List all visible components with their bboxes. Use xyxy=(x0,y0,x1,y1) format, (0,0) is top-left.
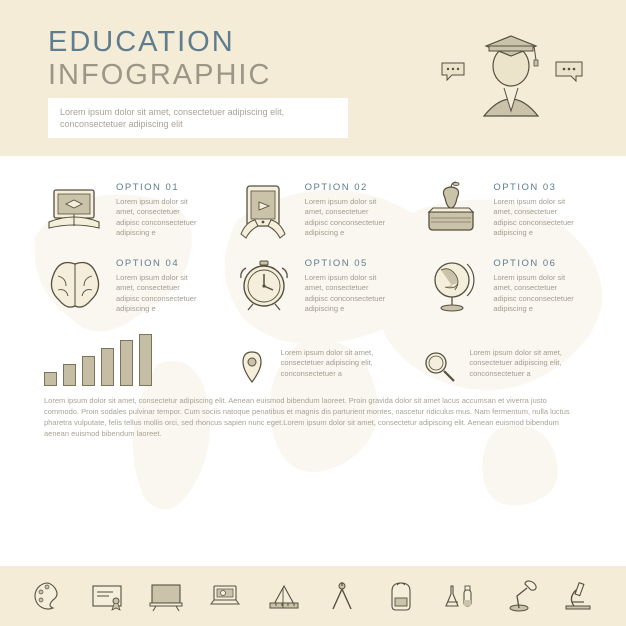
main-area: OPTION 01 Lorem ipsum dolor sit amet, co… xyxy=(0,156,626,506)
ruler-triangle-icon xyxy=(266,578,302,614)
option-06-body: Lorem ipsum dolor sit amet, consectetuer… xyxy=(493,273,582,314)
bar xyxy=(63,364,76,386)
graduate-avatar-block xyxy=(440,26,586,118)
option-04-body: Lorem ipsum dolor sit amet, consectetuer… xyxy=(116,273,205,314)
option-03-label: OPTION 03 xyxy=(493,182,582,193)
pin-icon xyxy=(233,348,271,386)
chalkboard-icon xyxy=(148,578,184,614)
bar-chart xyxy=(44,334,205,386)
subtitle-box: Lorem ipsum dolor sit amet, consectetuer… xyxy=(48,98,348,138)
option-02-body: Lorem ipsum dolor sit amet, consectetuer… xyxy=(305,197,394,238)
certificate-icon xyxy=(89,578,125,614)
option-03: OPTION 03 Lorem ipsum dolor sit amet, co… xyxy=(421,178,582,240)
laptop-icon xyxy=(207,578,243,614)
bar xyxy=(139,334,152,386)
lower-pin-block: Lorem ipsum dolor sit amet, consectetuer… xyxy=(233,348,394,386)
monitor-cap-icon xyxy=(44,178,106,240)
header-band: EDUCATION INFOGRAPHIC Lorem ipsum dolor … xyxy=(0,0,626,156)
book-apple-icon xyxy=(421,178,483,240)
option-03-body: Lorem ipsum dolor sit amet, consectetuer… xyxy=(493,197,582,238)
tablet-touch-icon xyxy=(233,178,295,240)
speech-bubble-left-icon xyxy=(440,60,468,84)
lower-magnifier-block: Lorem ipsum dolor sit amet, consectetuer… xyxy=(421,348,582,386)
option-02: OPTION 02 Lorem ipsum dolor sit amet, co… xyxy=(233,178,394,240)
option-01-body: Lorem ipsum dolor sit amet, consectetuer… xyxy=(116,197,205,238)
flask-set-icon xyxy=(442,578,478,614)
option-06-label: OPTION 06 xyxy=(493,258,582,269)
alarm-clock-icon xyxy=(233,254,295,316)
bar xyxy=(120,340,133,386)
option-05-label: OPTION 05 xyxy=(305,258,394,269)
option-01: OPTION 01 Lorem ipsum dolor sit amet, co… xyxy=(44,178,205,240)
lower-magnifier-text: Lorem ipsum dolor sit amet, consectetuer… xyxy=(469,348,582,378)
bar xyxy=(82,356,95,386)
option-06: OPTION 06 Lorem ipsum dolor sit amet, co… xyxy=(421,254,582,316)
option-01-label: OPTION 01 xyxy=(116,182,205,193)
microscope-icon xyxy=(560,578,596,614)
graduate-avatar-icon xyxy=(474,26,548,118)
compass-icon xyxy=(324,578,360,614)
bar xyxy=(44,372,57,386)
options-grid: OPTION 01 Lorem ipsum dolor sit amet, co… xyxy=(44,178,582,316)
option-04-label: OPTION 04 xyxy=(116,258,205,269)
lamp-icon xyxy=(501,578,537,614)
lower-row: Lorem ipsum dolor sit amet, consectetuer… xyxy=(44,334,582,386)
option-02-label: OPTION 02 xyxy=(305,182,394,193)
option-05: OPTION 05 Lorem ipsum dolor sit amet, co… xyxy=(233,254,394,316)
globe-icon xyxy=(421,254,483,316)
long-caption: Lorem ipsum dolor sit amet, consectetur … xyxy=(44,396,582,440)
speech-bubble-right-icon xyxy=(554,59,586,85)
palette-icon xyxy=(30,578,66,614)
option-04: OPTION 04 Lorem ipsum dolor sit amet, co… xyxy=(44,254,205,316)
magnifier-icon xyxy=(421,348,459,386)
header-text-block: EDUCATION INFOGRAPHIC Lorem ipsum dolor … xyxy=(48,26,410,138)
bar xyxy=(101,348,114,386)
brain-icon xyxy=(44,254,106,316)
option-05-body: Lorem ipsum dolor sit amet, consectetuer… xyxy=(305,273,394,314)
title-line-1: EDUCATION xyxy=(48,26,410,59)
lower-pin-text: Lorem ipsum dolor sit amet, consectetuer… xyxy=(281,348,394,378)
footer-band xyxy=(0,566,626,626)
backpack-icon xyxy=(383,578,419,614)
title-line-2: INFOGRAPHIC xyxy=(48,59,410,92)
